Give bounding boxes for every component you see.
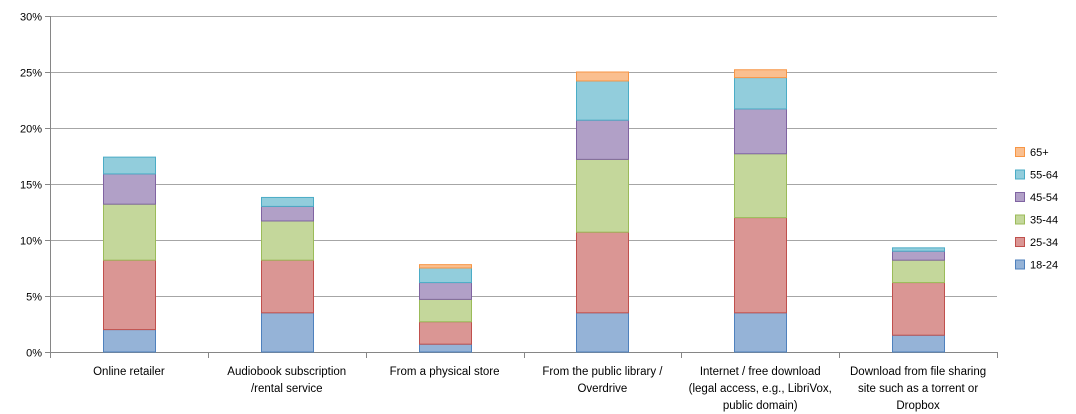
bar-segment-55-64 bbox=[419, 267, 472, 284]
x-category-label: Overdrive bbox=[577, 383, 627, 395]
bar-segment-18-24 bbox=[576, 312, 629, 353]
legend-swatch-55-64 bbox=[1015, 169, 1025, 180]
legend-label-55-64: 55-64 bbox=[1030, 170, 1058, 182]
x-category-label: /rental service bbox=[251, 383, 323, 395]
bar-segment-35-44 bbox=[892, 259, 945, 284]
legend-swatch-25-34 bbox=[1015, 237, 1025, 247]
y-tick-label: 0% bbox=[26, 348, 42, 360]
y-tick-label: 5% bbox=[26, 292, 42, 304]
x-category-label: From the public library / bbox=[542, 366, 663, 378]
bars bbox=[103, 69, 945, 353]
bar-segment-65+ bbox=[419, 264, 472, 269]
bar-segment-45-54 bbox=[576, 119, 629, 160]
legend-label-45-54: 45-54 bbox=[1030, 192, 1058, 204]
bar-segment-35-44 bbox=[261, 220, 314, 261]
legend-swatch-18-24 bbox=[1015, 259, 1025, 270]
category-labels: Online retailer Audiobook subscription/re… bbox=[93, 366, 986, 412]
x-category-label: From a physical store bbox=[390, 366, 500, 378]
legend-swatch-45-54 bbox=[1015, 192, 1025, 202]
bar-segment-55-64 bbox=[103, 156, 156, 175]
legend-swatch-65+ bbox=[1015, 147, 1025, 157]
legend: 65+ 55-64 45-54 35-44 25-34 18-24 bbox=[1015, 147, 1058, 272]
x-category-label: Audiobook subscription bbox=[227, 366, 346, 378]
bar-segment-25-34 bbox=[576, 231, 629, 314]
bar-segment-25-34 bbox=[419, 321, 472, 345]
y-tick-label: 10% bbox=[20, 236, 42, 248]
bar-segment-18-24 bbox=[734, 312, 787, 353]
legend-label-35-44: 35-44 bbox=[1030, 215, 1058, 227]
bar-segment-55-64 bbox=[734, 77, 787, 110]
bar-segment-35-44 bbox=[576, 158, 629, 233]
bar-segment-55-64 bbox=[261, 196, 314, 207]
bar-segment-45-54 bbox=[734, 108, 787, 155]
x-category-label: Online retailer bbox=[93, 366, 165, 378]
legend-label-65+: 65+ bbox=[1030, 147, 1049, 159]
bar-segment-65+ bbox=[734, 69, 787, 79]
y-tick-label: 30% bbox=[20, 12, 42, 24]
bar-segment-25-34 bbox=[734, 217, 787, 314]
x-category-label: public domain) bbox=[723, 400, 798, 412]
bar-segment-35-44 bbox=[734, 153, 787, 219]
bar-segment-65+ bbox=[576, 71, 629, 82]
x-category-label: site such as a torrent or bbox=[858, 383, 978, 395]
legend-label-25-34: 25-34 bbox=[1030, 237, 1058, 249]
bar-segment-55-64 bbox=[576, 80, 629, 121]
bar-segment-18-24 bbox=[261, 312, 314, 353]
bar-segment-45-54 bbox=[103, 173, 156, 205]
y-tick-label: 15% bbox=[20, 180, 42, 192]
legend-label-18-24: 18-24 bbox=[1030, 260, 1058, 272]
bar-segment-55-64 bbox=[892, 247, 945, 252]
bar-segment-25-34 bbox=[103, 259, 156, 331]
x-category-label: (legal access, e.g., LibriVox, bbox=[689, 383, 832, 395]
bar-segment-18-24 bbox=[419, 343, 472, 353]
bar-segment-18-24 bbox=[892, 334, 945, 353]
bar-segment-25-34 bbox=[261, 259, 314, 314]
bar-segment-35-44 bbox=[419, 298, 472, 323]
legend-swatch-35-44 bbox=[1015, 214, 1025, 225]
bar-segment-45-54 bbox=[419, 282, 472, 300]
bar-segment-18-24 bbox=[103, 329, 156, 353]
x-category-label: Internet / free download bbox=[700, 366, 821, 378]
bar-segment-45-54 bbox=[261, 205, 314, 222]
bar-segment-45-54 bbox=[892, 250, 945, 261]
bar-segment-35-44 bbox=[103, 203, 156, 261]
y-tick-label: 25% bbox=[20, 68, 42, 80]
axes: 0% 5% 10% 15% 20% 25% 30% bbox=[20, 12, 998, 360]
y-tick-label: 20% bbox=[20, 124, 42, 136]
gridlines bbox=[50, 16, 997, 297]
bar-segment-25-34 bbox=[892, 282, 945, 336]
x-category-label: Download from file sharing bbox=[850, 366, 986, 378]
x-category-label: Dropbox bbox=[896, 400, 940, 412]
